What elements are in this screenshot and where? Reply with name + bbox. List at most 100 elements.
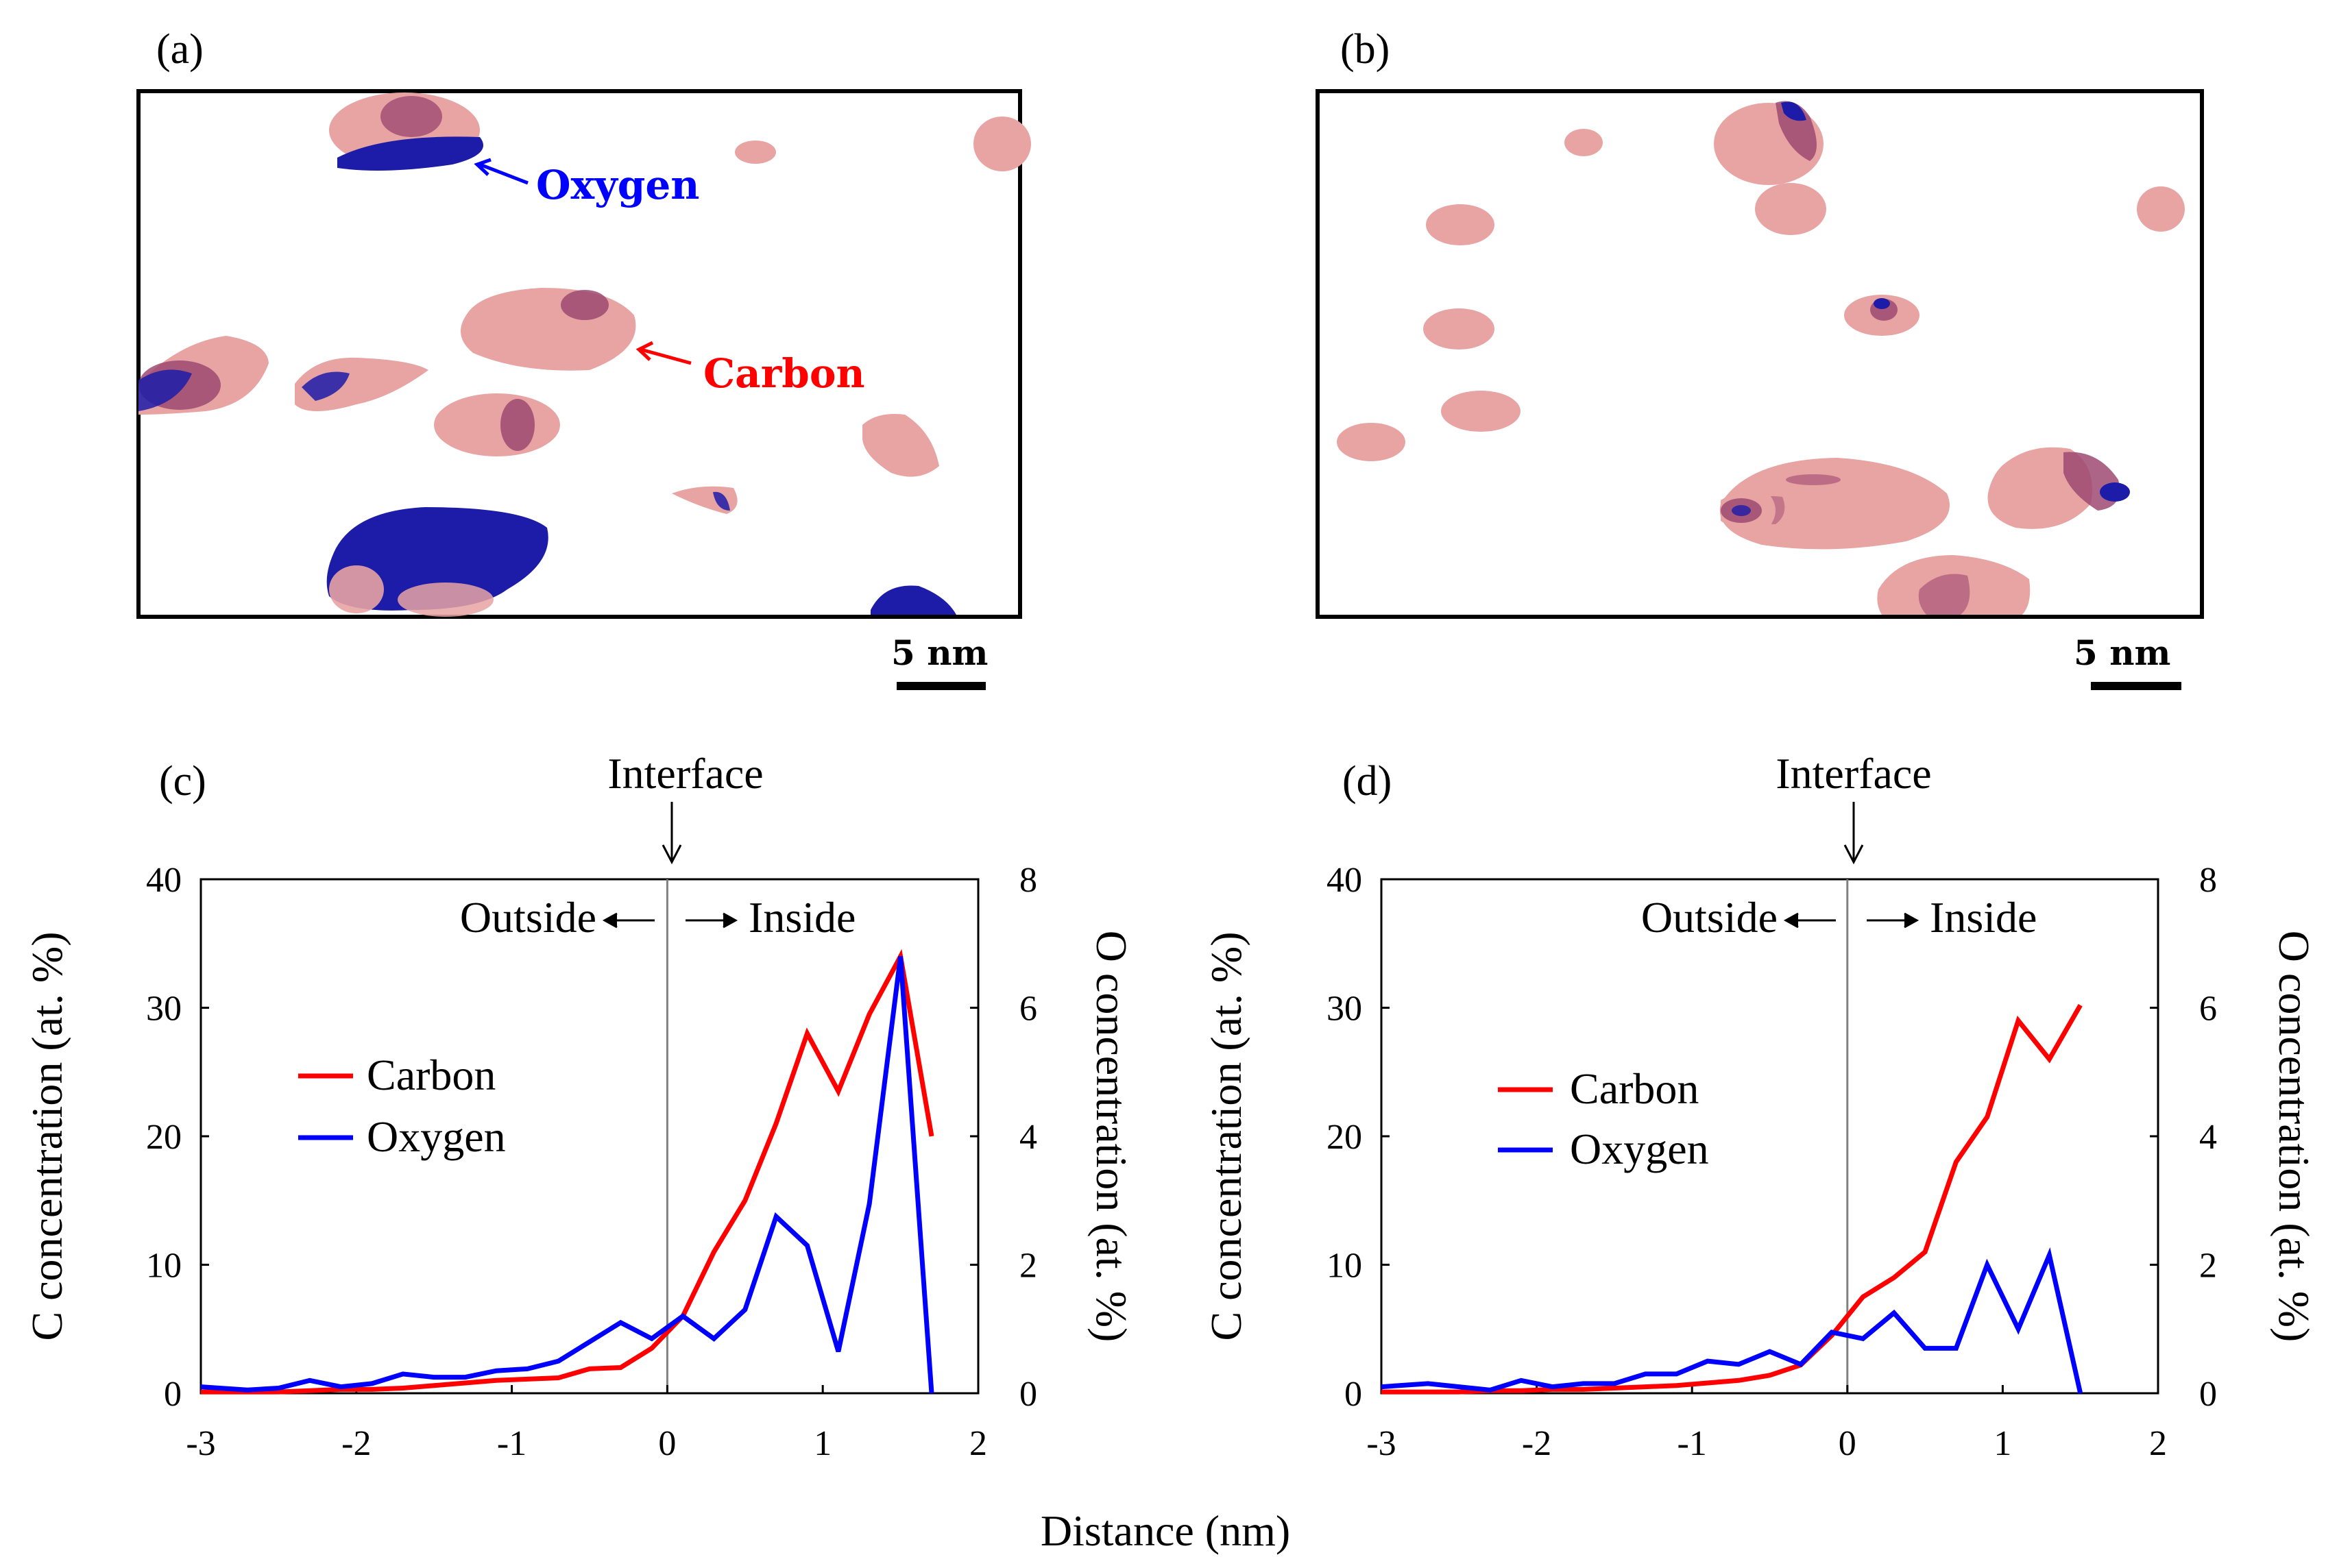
chart-c-ylabel-left: C concentration (at. %) (23, 931, 71, 1340)
chart-d-x-ticks: -3 -2 -1 0 1 2 (1366, 1385, 2167, 1463)
x-tick-label: -1 (497, 1424, 526, 1463)
x-axis-title: Distance (nm) (1041, 1506, 1290, 1555)
panel-a-label: (a) (156, 26, 204, 73)
oxygen-cluster (871, 585, 956, 615)
panel-b-label: (b) (1340, 26, 1390, 73)
chart-c-right-ticks: 0 2 4 6 8 (970, 861, 1037, 1414)
panel-b-precipitates (1337, 101, 2185, 615)
chart-d-left-ticks: 0 10 20 30 40 (1326, 861, 1390, 1414)
x-tick-label: 0 (1839, 1424, 1856, 1463)
oxygen-cluster (1732, 505, 1751, 516)
chart-c-interface-arrowhead (662, 844, 682, 865)
series-line-oxygen (200, 956, 934, 1394)
chart-d-legend: Carbon Oxygen (1498, 1064, 1709, 1173)
oxygen-arrowhead (474, 158, 492, 176)
series-line-carbon (1381, 1004, 2083, 1395)
y-right-tick-label: 0 (2199, 1375, 2217, 1414)
y-right-tick-label: 4 (1019, 1118, 1037, 1157)
y-right-tick-label: 2 (1019, 1247, 1037, 1286)
y-right-tick-label: 0 (1019, 1375, 1037, 1414)
oxygen-cluster (1874, 298, 1890, 309)
y-left-tick-label: 20 (1326, 1118, 1362, 1157)
y-left-tick-label: 30 (146, 990, 182, 1029)
chart-d-plot-frame (1380, 878, 2159, 1395)
y-left-tick-label: 20 (146, 1118, 182, 1157)
oxygen-cluster (138, 369, 192, 411)
chart-d-series (1381, 1004, 2083, 1395)
x-tick-label: 2 (2149, 1424, 2167, 1463)
chart-c-inside-label: Inside (749, 893, 856, 942)
chart-c: (c) Interface Outside Inside -3 -2 -1 0 1 2 0… (23, 749, 1136, 1463)
carbon-precipitate (329, 565, 384, 613)
oxygen-cluster (2100, 482, 2130, 502)
chart-d-outside-label: Outside (1641, 893, 1778, 942)
oxygen-cluster (302, 371, 350, 401)
chart-c-outside-label: Outside (460, 893, 596, 942)
carbon-core (380, 96, 442, 137)
panel-b-scale-label: 5 nm (2074, 633, 2170, 673)
chart-c-outside-arrowhead (602, 912, 618, 929)
chart-c-legend-carbon: Carbon (367, 1051, 496, 1099)
panel-a-scale-label: 5 nm (891, 633, 988, 673)
chart-d-legend-carbon: Carbon (1570, 1064, 1699, 1113)
carbon-precipitate (735, 140, 776, 164)
chart-d-inside-label: Inside (1930, 893, 2037, 942)
carbon-precipitate (398, 583, 494, 617)
x-tick-label: -2 (341, 1424, 371, 1463)
carbon-precipitate (2137, 186, 2185, 232)
chart-d-interface-label: Interface (1776, 749, 1931, 798)
carbon-precipitate (1719, 458, 1950, 550)
chart-c-legend: Carbon Oxygen (298, 1051, 506, 1161)
chart-d-inside-arrowhead (1904, 912, 1919, 929)
chart-d-ylabel-right: O concentration (at. %) (2270, 931, 2318, 1343)
y-left-tick-label: 0 (1344, 1375, 1362, 1414)
carbon-core (500, 399, 535, 451)
chart-d-outside-arrowhead (1783, 912, 1799, 929)
panel-c-label: (c) (159, 758, 206, 805)
x-tick-label: -2 (1522, 1424, 1551, 1463)
chart-d-interface-arrowhead (1843, 844, 1864, 865)
chart-d-right-ticks: 0 2 4 6 8 (2150, 861, 2217, 1414)
panel-a-scale-bar (897, 682, 986, 690)
series-line-oxygen (1381, 1247, 2083, 1394)
chart-d: (d) Interface Outside Inside -3 -2 -1 0 1 2 0… (1202, 749, 2318, 1463)
y-right-tick-label: 2 (2199, 1247, 2217, 1286)
oxygen-annotation: Oxygen (536, 162, 699, 208)
carbon-precipitate (862, 414, 939, 477)
y-right-tick-label: 8 (1019, 861, 1037, 900)
x-tick-label: -1 (1677, 1424, 1707, 1463)
y-left-tick-label: 10 (146, 1247, 182, 1286)
carbon-core (1918, 574, 1970, 615)
panel-d-label: (d) (1342, 758, 1392, 805)
carbon-precipitate (1564, 129, 1603, 156)
carbon-precipitate (973, 117, 1031, 171)
y-right-tick-label: 6 (1019, 990, 1037, 1029)
chart-c-legend-oxygen: Oxygen (367, 1112, 506, 1161)
y-left-tick-label: 40 (1326, 861, 1362, 900)
oxygen-arrow (479, 162, 529, 185)
carbon-precipitate (1423, 308, 1494, 350)
carbon-core (561, 290, 609, 320)
carbon-core (1786, 474, 1841, 485)
chart-c-left-ticks: 0 10 20 30 40 (146, 861, 209, 1414)
chart-c-x-ticks: -3 -2 -1 0 1 2 (186, 1385, 987, 1463)
carbon-precipitate (1337, 423, 1405, 461)
chart-c-ylabel-right: O concentration (at. %) (1087, 931, 1136, 1343)
carbon-arrow (640, 347, 692, 365)
y-right-tick-label: 4 (2199, 1118, 2217, 1157)
panel-a: (a) (136, 26, 1031, 690)
carbon-arrowhead (635, 341, 654, 361)
chart-d-ylabel-left: C concentration (at. %) (1202, 931, 1250, 1340)
panel-b-scale-bar (2091, 682, 2181, 690)
y-left-tick-label: 10 (1326, 1247, 1362, 1286)
x-tick-label: 0 (658, 1424, 676, 1463)
carbon-precipitate (1755, 183, 1826, 235)
x-tick-label: -3 (1366, 1424, 1396, 1463)
y-left-tick-label: 0 (164, 1375, 182, 1414)
x-tick-label: 1 (814, 1424, 832, 1463)
oxygen-cluster (1781, 101, 1806, 121)
panel-a-precipitates (138, 93, 1031, 617)
y-left-tick-label: 30 (1326, 990, 1362, 1029)
carbon-precipitate (1441, 391, 1521, 432)
carbon-core (1776, 101, 1817, 161)
